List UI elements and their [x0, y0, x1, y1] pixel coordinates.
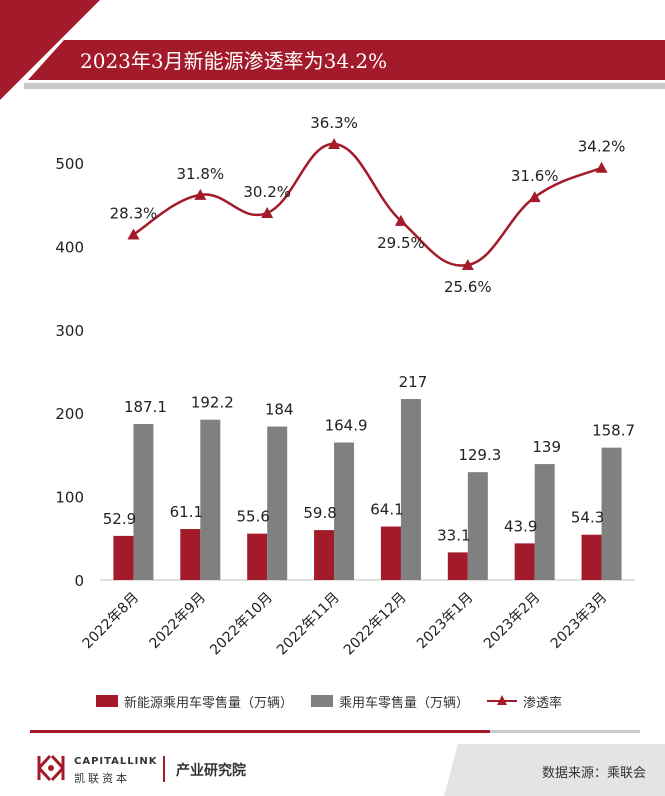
bar-label-nev: 64.1	[370, 501, 403, 519]
bar-total	[133, 423, 154, 580]
y-tick-label: 200	[55, 405, 84, 423]
rate-label: 29.5%	[377, 234, 425, 252]
legend-item-total: 乘用车零售量（万辆）	[311, 692, 469, 711]
y-tick-label: 0	[74, 572, 84, 590]
bar-label-total: 187.1	[124, 398, 167, 416]
bar-label-nev: 54.3	[571, 509, 604, 527]
x-tick-label: 2022年8月	[80, 590, 143, 653]
rate-label: 25.6%	[444, 278, 492, 296]
bar-nev	[247, 533, 268, 580]
bar-label-nev: 52.9	[103, 510, 136, 528]
bar-nev	[180, 529, 201, 580]
rate-marker	[194, 188, 207, 200]
bar-total	[534, 464, 555, 580]
legend-label-nev: 新能源乘用车零售量（万辆）	[124, 695, 294, 711]
rate-label: 28.3%	[110, 204, 158, 222]
y-tick-label: 400	[55, 238, 84, 256]
rate-marker	[461, 259, 474, 270]
legend-swatch-nev	[96, 695, 118, 707]
rate-label: 36.3%	[310, 114, 358, 132]
legend-label-rate: 渗透率	[523, 695, 563, 711]
bar-total	[467, 472, 488, 580]
footer-divider-gray	[490, 730, 640, 733]
source-box	[444, 744, 665, 796]
rate-marker	[127, 228, 140, 240]
rate-label: 31.6%	[511, 167, 559, 185]
footer-divider-red	[30, 730, 490, 733]
legend-label-total: 乘用车零售量（万辆）	[339, 695, 470, 711]
bar-label-nev: 43.9	[504, 517, 537, 535]
x-tick-label: 2023年2月	[481, 590, 544, 653]
legend-swatch-rate	[487, 695, 518, 707]
y-tick-label: 500	[55, 155, 84, 173]
bar-total	[400, 399, 421, 580]
capitallink-logo-icon	[37, 754, 65, 782]
chart-canvas: 0 100 200 300 400 500 52.9 187.1 2022年8月 61.1 192.…	[55, 114, 635, 659]
title-bar-shadow	[24, 83, 665, 89]
title-bar	[28, 40, 665, 80]
data-source: 数据来源：乘联会	[541, 766, 646, 781]
bar-label-total: 129.3	[458, 446, 501, 464]
bar-total	[200, 419, 221, 580]
x-tick-label: 2023年1月	[414, 590, 477, 653]
bar-nev	[447, 552, 468, 580]
legend-swatch-total	[311, 695, 334, 707]
x-tick-label: 2022年12月	[341, 590, 410, 659]
brand-department: 产业研究院	[176, 763, 246, 779]
bar-label-total: 217	[399, 373, 428, 391]
rate-marker	[394, 214, 407, 226]
x-tick-label: 2022年10月	[207, 590, 276, 659]
bar-total	[601, 447, 622, 580]
rate-marker	[595, 161, 608, 173]
bar-total	[267, 426, 288, 580]
legend-item-rate: 渗透率	[487, 692, 562, 711]
rate-label: 30.2%	[243, 183, 291, 201]
x-tick-label: 2022年9月	[147, 590, 210, 653]
rate-label: 34.2%	[578, 138, 626, 156]
bar-nev	[581, 534, 602, 580]
bar-nev	[514, 543, 535, 580]
bar-label-nev: 55.6	[236, 508, 269, 526]
bar-label-total: 184	[265, 401, 294, 419]
bar-label-total: 164.9	[325, 416, 368, 434]
bar-label-total: 158.7	[592, 422, 635, 440]
bar-total	[334, 442, 355, 580]
rate-marker	[328, 138, 341, 149]
bar-label-nev: 61.1	[170, 503, 203, 521]
rate-marker	[528, 191, 541, 203]
bar-nev	[113, 535, 134, 580]
brand-name-cn: 凯联资本	[74, 772, 130, 785]
brand-name-en: CAPITALLINK	[74, 756, 158, 767]
bar-nev	[380, 526, 401, 580]
bar-label-nev: 33.1	[437, 526, 470, 544]
chart-title: 2023年3月新能源渗透率为34.2%	[80, 49, 388, 73]
x-tick-label: 2022年11月	[274, 590, 343, 659]
rate-line	[132, 142, 603, 267]
rate-label: 31.8%	[176, 165, 224, 183]
rate-marker	[261, 206, 274, 218]
legend: 新能源乘用车零售量（万辆） 乘用车零售量（万辆） 渗透率	[96, 690, 580, 712]
legend-item-nev: 新能源乘用车零售量（万辆）	[96, 692, 293, 711]
y-tick-label: 100	[55, 489, 84, 507]
bar-label-nev: 59.8	[303, 504, 336, 522]
y-tick-label: 300	[55, 322, 84, 340]
x-tick-label: 2023年3月	[548, 590, 611, 653]
bar-nev	[314, 530, 335, 580]
brand-divider	[163, 756, 165, 782]
bar-label-total: 192.2	[191, 394, 234, 412]
bar-label-total: 139	[532, 438, 561, 456]
